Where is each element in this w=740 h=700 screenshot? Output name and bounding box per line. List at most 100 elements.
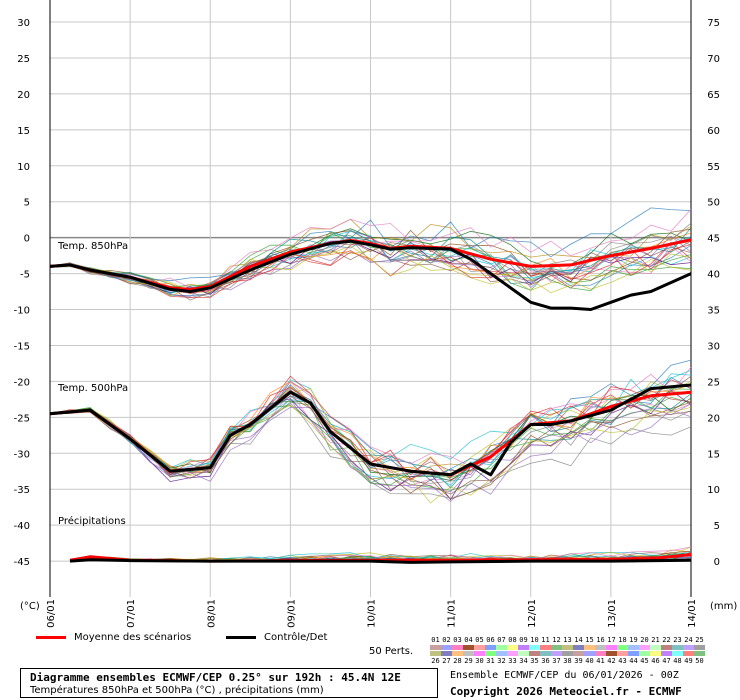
pert-swatch bbox=[595, 645, 606, 650]
pert-number: 23 bbox=[673, 636, 682, 644]
pert-number: 17 bbox=[607, 636, 616, 644]
left-tick-label: -25 bbox=[14, 413, 30, 424]
pert-number: 34 bbox=[519, 657, 528, 665]
right-tick-label: 0 bbox=[714, 557, 720, 568]
pert-swatch bbox=[584, 645, 595, 650]
pert-number: 24 bbox=[684, 636, 693, 644]
annotation-t850: Temp. 850hPa bbox=[57, 241, 128, 252]
legend-control-swatch bbox=[226, 635, 256, 639]
right-unit: (mm) bbox=[710, 601, 737, 612]
pert-number: 42 bbox=[607, 657, 616, 665]
pert-swatch bbox=[683, 645, 694, 650]
pert-number: 13 bbox=[563, 636, 572, 644]
pert-swatch bbox=[540, 645, 551, 650]
legend-control-label: Contrôle/Det bbox=[264, 632, 328, 643]
annotation-precip: Précipitations bbox=[58, 515, 126, 527]
pert-number: 30 bbox=[475, 657, 484, 665]
pert-number: 21 bbox=[651, 636, 660, 644]
pert-number: 49 bbox=[684, 657, 693, 665]
legend-perts: 50 Perts. bbox=[369, 646, 414, 657]
left-tick-label: -5 bbox=[20, 270, 30, 281]
pert-swatch bbox=[606, 651, 617, 656]
legend-control: Contrôle/Det bbox=[226, 632, 327, 643]
pert-number: 36 bbox=[541, 657, 550, 665]
pert-number: 45 bbox=[640, 657, 649, 665]
left-tick-label: 25 bbox=[17, 54, 30, 65]
pert-swatch bbox=[518, 645, 529, 650]
pert-number: 40 bbox=[585, 657, 594, 665]
pert-swatch bbox=[485, 645, 496, 650]
pert-swatch bbox=[628, 651, 639, 656]
x-tick-label: 11/01 bbox=[447, 599, 458, 628]
pert-number: 19 bbox=[629, 636, 638, 644]
pert-swatch bbox=[573, 651, 584, 656]
left-tick-label: -15 bbox=[14, 341, 30, 352]
perturbation-line bbox=[49, 230, 692, 297]
legend-mean: Moyenne des scénarios bbox=[36, 632, 191, 643]
left-tick-label: 15 bbox=[17, 126, 30, 137]
pert-number: 12 bbox=[552, 636, 561, 644]
pert-number: 20 bbox=[640, 636, 649, 644]
footer-subtitle: Températures 850hPa et 500hPa (°C) , pré… bbox=[30, 685, 324, 696]
footer-title: Diagramme ensembles ECMWF/CEP 0.25° sur … bbox=[30, 671, 401, 684]
pert-swatch bbox=[463, 651, 474, 656]
pert-swatch bbox=[518, 651, 529, 656]
pert-number: 33 bbox=[508, 657, 517, 665]
pert-swatch bbox=[672, 645, 683, 650]
left-tick-label: -30 bbox=[14, 449, 30, 460]
pert-number: 47 bbox=[662, 657, 671, 665]
legend-mean-swatch bbox=[36, 635, 66, 639]
pert-swatch bbox=[617, 651, 628, 656]
x-tick-label: 14/01 bbox=[687, 599, 698, 628]
footer-run-info: Ensemble ECMWF/CEP du 06/01/2026 - 00Z bbox=[450, 670, 679, 681]
right-tick-label: 35 bbox=[707, 306, 720, 317]
perturbation-line bbox=[49, 207, 692, 282]
pert-swatch bbox=[452, 651, 463, 656]
left-tick-label: -45 bbox=[14, 557, 30, 568]
pert-swatch bbox=[452, 645, 463, 650]
pert-swatch bbox=[529, 651, 540, 656]
pert-number: 22 bbox=[662, 636, 671, 644]
pert-swatch bbox=[639, 645, 650, 650]
right-tick-label: 75 bbox=[707, 18, 720, 29]
info-box: Diagramme ensembles ECMWF/CEP 0.25° sur … bbox=[20, 668, 438, 698]
pert-number: 05 bbox=[475, 636, 484, 644]
pert-swatch bbox=[595, 651, 606, 656]
pert-swatch bbox=[551, 651, 562, 656]
pert-swatch bbox=[562, 651, 573, 656]
pert-swatch bbox=[650, 645, 661, 650]
control-line-t850 bbox=[49, 239, 692, 311]
pert-swatch bbox=[573, 645, 584, 650]
right-tick-label: 10 bbox=[707, 485, 720, 496]
x-tick-label: 08/01 bbox=[206, 599, 217, 628]
pert-number: 06 bbox=[486, 636, 495, 644]
control-line-precip bbox=[69, 558, 692, 564]
pert-number: 16 bbox=[596, 636, 605, 644]
pert-number: 48 bbox=[673, 657, 682, 665]
right-tick-label: 15 bbox=[707, 449, 720, 460]
left-tick-label: 20 bbox=[17, 90, 30, 101]
x-tick-label: 10/01 bbox=[367, 599, 378, 628]
right-tick-label: 30 bbox=[707, 341, 720, 352]
pert-number: 43 bbox=[618, 657, 627, 665]
pert-swatch bbox=[551, 645, 562, 650]
pert-number: 09 bbox=[519, 636, 528, 644]
pert-number: 50 bbox=[695, 657, 704, 665]
pert-swatch bbox=[639, 651, 650, 656]
pert-swatch bbox=[529, 645, 540, 650]
pert-number: 25 bbox=[695, 636, 704, 644]
pert-number: 10 bbox=[530, 636, 539, 644]
pert-number: 29 bbox=[464, 657, 473, 665]
pert-swatch bbox=[485, 651, 496, 656]
pert-swatch bbox=[661, 645, 672, 650]
control-line-t500 bbox=[49, 383, 692, 477]
pert-number: 44 bbox=[629, 657, 638, 665]
pert-number: 07 bbox=[497, 636, 506, 644]
right-tick-label: 70 bbox=[707, 54, 720, 65]
pert-swatch bbox=[540, 651, 551, 656]
x-tick-label: 06/01 bbox=[46, 599, 57, 628]
pert-swatch bbox=[441, 645, 452, 650]
main-series-lines bbox=[49, 238, 692, 564]
pert-number: 41 bbox=[596, 657, 605, 665]
pert-swatch bbox=[474, 645, 485, 650]
